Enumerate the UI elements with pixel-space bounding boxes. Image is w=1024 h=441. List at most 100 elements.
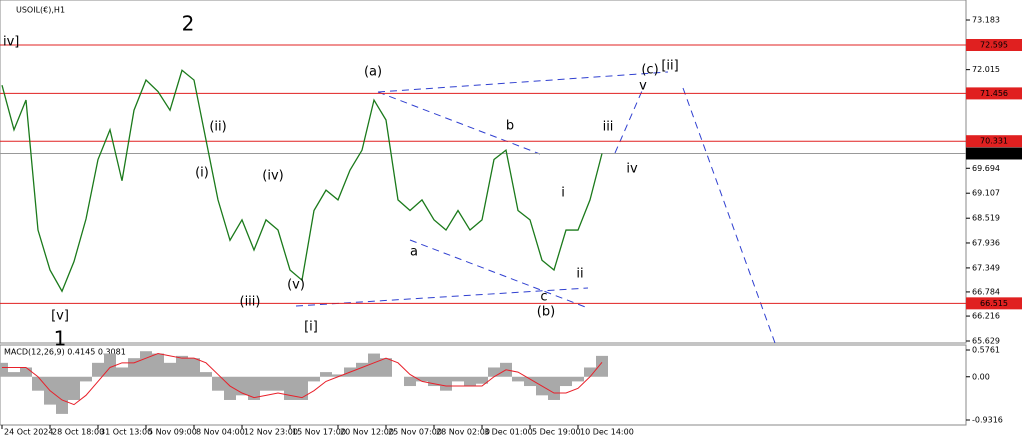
level-box (966, 297, 1022, 310)
macd-bar (212, 376, 224, 391)
x-tick-label: 8 Nov 04:00 (196, 428, 245, 437)
macd-bar (164, 362, 176, 377)
macd-bar (8, 372, 20, 377)
macd-bar (248, 376, 260, 400)
x-tick-label: 28 Nov 02:00 (436, 428, 490, 437)
wave-label: c (540, 290, 547, 305)
macd-bar (548, 376, 560, 400)
macd-bar (356, 362, 368, 377)
wave-label: (b) (537, 305, 555, 320)
level-label: 72.595 (980, 40, 1008, 49)
macd-bar (428, 376, 440, 387)
y-tick-label: 67.349 (972, 263, 1000, 272)
current-price-box (966, 147, 1022, 160)
macd-bar (200, 372, 212, 377)
macd-bar (524, 376, 536, 387)
trend-line (377, 91, 541, 155)
x-tick-label: 24 Oct 2024 (4, 428, 53, 437)
macd-bar (488, 367, 500, 377)
macd-title: MACD(12,26,9) 0.4145 0.3081 (4, 348, 126, 357)
wave-label: (iii) (240, 295, 261, 310)
level-label: 70.331 (980, 137, 1008, 146)
level-label: 66.515 (980, 299, 1008, 308)
x-tick-label: 25 Nov 07:00 (388, 428, 442, 437)
y-tick-label: 73.183 (972, 16, 1000, 25)
macd-bar (368, 353, 380, 377)
trend-line (377, 71, 669, 93)
wave-label: (i) (195, 166, 209, 181)
macd-bar (560, 376, 572, 387)
macd-bar (572, 376, 584, 382)
level-box (966, 38, 1022, 51)
wave-label: (a) (364, 65, 382, 80)
level-box (966, 135, 1022, 148)
signal-line (2, 353, 603, 406)
macd-bar (152, 353, 164, 377)
wave-label: [i] (304, 320, 318, 335)
x-tick-label: 15 Nov 17:00 (292, 428, 346, 437)
macd-bar (56, 376, 68, 414)
wave-label: (c) (641, 63, 658, 78)
macd-bar (32, 376, 44, 391)
macd-bar (272, 376, 284, 391)
level-label: 71.456 (980, 89, 1008, 98)
x-tick-label: 12 Nov 23:00 (244, 428, 298, 437)
wave-label: i (561, 186, 565, 201)
macd-bar (584, 367, 596, 377)
y-tick-label: 0.5761 (972, 346, 1000, 355)
x-tick-label: 5 Nov 09:00 (148, 428, 197, 437)
macd-bar (380, 358, 392, 377)
x-tick-label: 31 Oct 13:00 (100, 428, 152, 437)
macd-bar (92, 362, 104, 377)
chart-title: USOIL(€),H1 (16, 6, 65, 15)
macd-bar (332, 374, 344, 377)
macd-bar (0, 362, 8, 377)
wave-label: [v] (51, 309, 69, 324)
macd-bar (176, 355, 188, 377)
wave-label: iii (603, 120, 614, 135)
wave-label: iv] (3, 35, 19, 50)
x-tick-label: 3 Dec 01:00 (484, 428, 533, 437)
macd-bar (476, 376, 488, 384)
macd-bar (104, 353, 116, 377)
level-box (966, 87, 1022, 100)
y-tick-label: 66.216 (972, 312, 1000, 321)
y-tick-label: 72.015 (972, 65, 1000, 74)
macd-bar (512, 376, 524, 382)
macd-bar (80, 376, 92, 382)
trend-line (409, 239, 589, 309)
macd-bar (260, 376, 272, 391)
current-price-label: 70.042 (980, 149, 1008, 158)
macd-bar (140, 351, 152, 377)
main-panel (0, 0, 967, 344)
y-tick-label: 0.00 (972, 372, 990, 381)
y-tick-label: 69.694 (972, 164, 1000, 173)
macd-bar (320, 372, 332, 377)
wave-label: ii (576, 267, 583, 282)
macd-bar (68, 376, 80, 400)
macd-bar (116, 367, 128, 377)
wave-label: v (639, 79, 647, 94)
macd-bar (452, 376, 464, 382)
wave-label: [ii] (661, 59, 678, 74)
y-tick-label: 69.107 (972, 189, 1000, 198)
x-tick-label: 20 Nov 12:00 (340, 428, 394, 437)
macd-bar (284, 376, 296, 400)
macd-bar (20, 367, 32, 377)
macd-bar (404, 376, 416, 387)
macd-bar (188, 358, 200, 377)
macd-bar (296, 376, 308, 400)
wave-label: a (410, 245, 418, 260)
y-tick-label: 66.784 (972, 287, 1000, 296)
macd-bar (596, 355, 608, 377)
x-tick-label: 10 Dec 14:00 (580, 428, 634, 437)
macd-bar (440, 376, 452, 391)
wave-label: (v) (287, 278, 305, 293)
macd-bar (308, 376, 320, 382)
wave-label: (iv) (262, 169, 283, 184)
price-line (1, 69, 603, 293)
x-tick-label: 5 Dec 19:00 (532, 428, 581, 437)
wave-label: (ii) (209, 120, 226, 135)
wave-label: 1 (54, 327, 67, 351)
